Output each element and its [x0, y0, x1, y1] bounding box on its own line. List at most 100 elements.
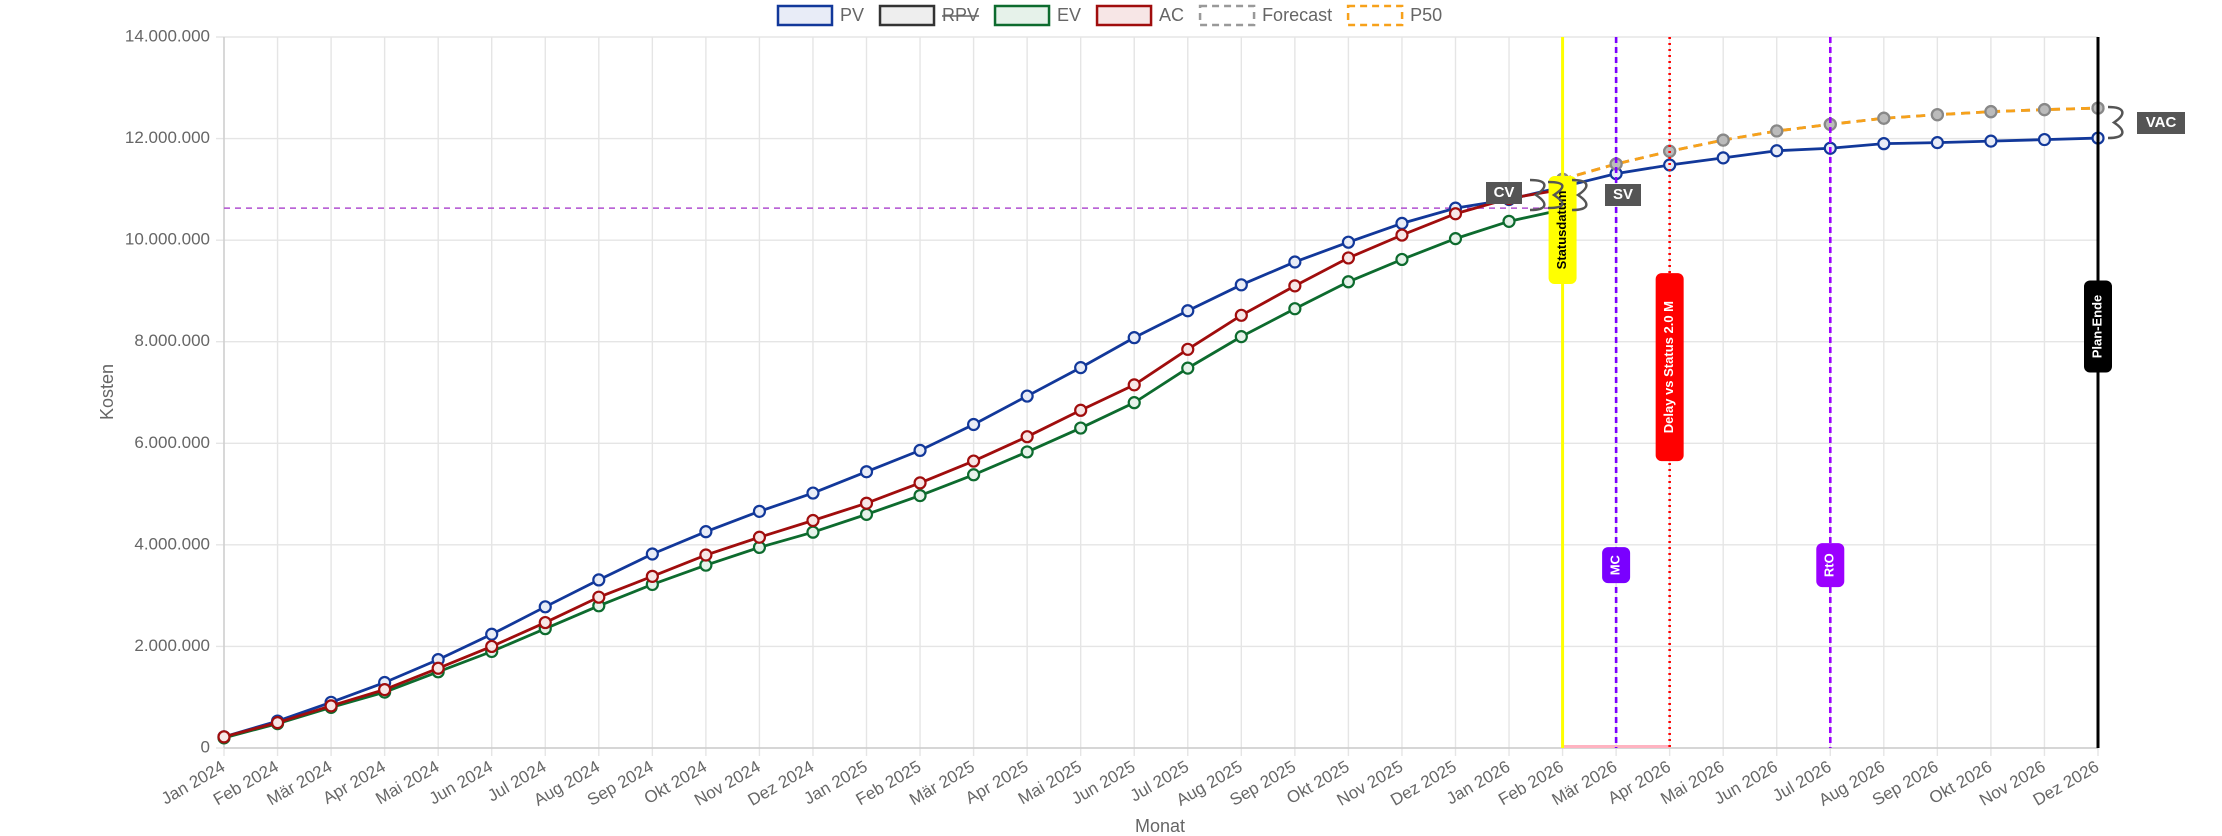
data-point — [1020, 445, 1034, 459]
data-point — [913, 476, 927, 490]
data-point — [1074, 361, 1088, 375]
x-axis-title: Monat — [1135, 816, 1185, 836]
data-point — [1770, 124, 1784, 138]
data-point — [1234, 278, 1248, 292]
data-point — [1234, 330, 1248, 344]
data-point — [1020, 389, 1034, 403]
data-point — [1181, 342, 1195, 356]
data-point — [1448, 207, 1463, 221]
data-point — [1288, 279, 1302, 293]
data-point — [1181, 361, 1195, 375]
data-point — [485, 639, 499, 654]
legend-label: RPV — [942, 5, 979, 25]
data-point — [1502, 214, 1516, 228]
brace — [1571, 178, 1588, 212]
data-point — [1181, 304, 1195, 318]
data-point — [1716, 133, 1730, 147]
annotation-label: CV — [1494, 184, 1515, 201]
data-point — [431, 661, 445, 675]
annotation-box — [2137, 112, 2185, 134]
data-point — [806, 525, 820, 539]
brace — [2107, 105, 2124, 140]
brace — [1529, 178, 1546, 212]
data-point — [752, 530, 767, 544]
marker-label: RtO — [1822, 553, 1837, 577]
legend-label: EV — [1057, 5, 1081, 25]
marker-label-box — [1602, 547, 1631, 584]
data-point — [966, 468, 981, 482]
marker-label: MC — [1608, 554, 1623, 575]
data-point — [913, 488, 927, 503]
data-point — [1930, 108, 1944, 122]
annotation-label: SV — [1613, 186, 1633, 203]
data-point — [913, 443, 927, 457]
data-point — [1930, 136, 1944, 150]
data-point — [1395, 228, 1409, 242]
legend-swatch — [993, 4, 1051, 27]
legend-label: AC — [1159, 5, 1184, 25]
data-point — [806, 513, 820, 528]
data-point — [1234, 308, 1248, 322]
data-point — [485, 627, 499, 641]
data-point — [1395, 252, 1409, 267]
data-point — [1074, 403, 1088, 417]
brace — [1547, 180, 1564, 210]
marker-label: Delay vs Status 2.0 M — [1661, 301, 1676, 433]
y-axis-title: Kosten — [97, 364, 117, 420]
data-point — [1127, 396, 1141, 410]
data-point — [324, 699, 338, 713]
data-point — [592, 573, 606, 587]
data-point — [1770, 144, 1784, 158]
data-point — [1127, 378, 1141, 392]
y-tick-label: 0 — [201, 737, 210, 756]
data-point — [1341, 251, 1356, 265]
data-point — [270, 716, 285, 730]
y-tick-label: 10.000.000 — [125, 230, 210, 249]
data-point — [378, 682, 392, 697]
y-tick-label: 2.000.000 — [134, 636, 210, 655]
data-point — [699, 525, 713, 539]
data-point — [699, 548, 713, 562]
legend-swatch — [878, 4, 936, 27]
legend-label: Forecast — [1262, 5, 1332, 25]
legend-swatch — [1095, 4, 1153, 27]
marker-label: Statusdatum — [1554, 191, 1569, 270]
data-point — [1395, 216, 1409, 230]
series-line — [223, 136, 2099, 739]
y-tick-label: 8.000.000 — [134, 331, 210, 350]
marker-label-box — [1548, 175, 1577, 284]
data-point — [1716, 151, 1730, 165]
data-point — [966, 417, 981, 432]
data-point — [859, 507, 874, 521]
legend-swatch — [1346, 4, 1404, 27]
delay-region — [1562, 745, 1670, 748]
data-point — [806, 486, 820, 500]
data-point — [1984, 105, 1998, 119]
legend-swatch — [1198, 4, 1256, 27]
data-point — [2037, 132, 2052, 147]
legend-label: PV — [840, 5, 864, 25]
y-tick-label: 14.000.000 — [125, 26, 210, 45]
data-point — [1448, 232, 1463, 246]
data-point — [217, 730, 231, 744]
data-point — [859, 465, 874, 479]
data-point — [538, 600, 552, 614]
data-point — [1288, 255, 1302, 269]
series-line — [223, 208, 1563, 740]
data-point — [752, 504, 767, 518]
data-point — [1984, 134, 1998, 148]
data-point — [1877, 137, 1891, 151]
y-tick-label: 12.000.000 — [125, 128, 210, 147]
y-tick-label: 6.000.000 — [134, 433, 210, 452]
data-point — [1127, 331, 1141, 345]
data-point — [1020, 430, 1034, 444]
data-point — [1877, 111, 1891, 125]
data-point — [1288, 302, 1302, 316]
data-point — [859, 496, 874, 510]
marker-label-box — [2084, 280, 2112, 373]
annotation-box — [1486, 182, 1522, 204]
legend-label: P50 — [1410, 5, 1442, 25]
marker-label-box — [1655, 273, 1684, 462]
data-point — [645, 547, 659, 561]
